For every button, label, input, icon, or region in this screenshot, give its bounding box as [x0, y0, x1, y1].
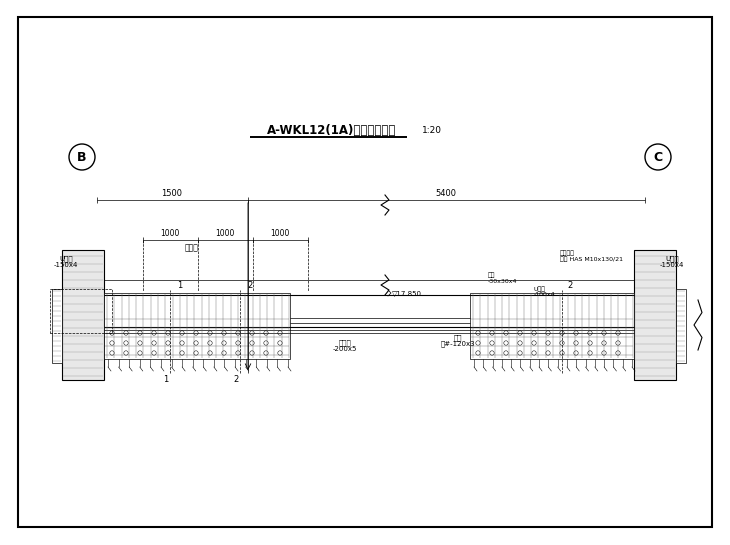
Text: 1000: 1000 — [215, 228, 234, 238]
Text: 1: 1 — [177, 281, 182, 289]
Text: 化学锚栓: 化学锚栓 — [560, 250, 575, 256]
Text: -150x4: -150x4 — [54, 262, 78, 268]
Text: 1: 1 — [164, 374, 169, 384]
Text: -150x4: -150x4 — [660, 262, 684, 268]
Text: -100x4: -100x4 — [534, 293, 556, 298]
Text: 加固板: 加固板 — [185, 244, 199, 252]
Text: 两#-120x3: 两#-120x3 — [441, 341, 475, 347]
Text: 5400: 5400 — [436, 189, 456, 197]
Bar — [104, 293, 290, 359]
Text: -30x30x4: -30x30x4 — [488, 278, 518, 283]
Bar — [470, 293, 634, 359]
Bar — [676, 289, 686, 363]
Text: -200x5: -200x5 — [333, 346, 357, 352]
Text: 1:20: 1:20 — [422, 125, 442, 135]
Bar — [634, 250, 676, 380]
Text: 钢板: 钢板 — [488, 272, 496, 278]
Text: C: C — [653, 150, 663, 164]
Text: 钢板: 钢板 — [454, 335, 462, 341]
Text: U形锚: U形锚 — [59, 256, 73, 262]
Text: 2: 2 — [234, 374, 239, 384]
Text: 1000: 1000 — [161, 228, 180, 238]
Bar — [62, 250, 104, 380]
Text: 螺栓 HAS M10x130/21: 螺栓 HAS M10x130/21 — [560, 256, 623, 262]
Text: U形锚: U形锚 — [665, 256, 679, 262]
Text: 2: 2 — [247, 281, 253, 289]
Bar — [50, 289, 112, 333]
Text: A-WKL12(1A)粘钢加固图一: A-WKL12(1A)粘钢加固图一 — [267, 124, 396, 136]
Text: 2: 2 — [567, 281, 572, 289]
Text: B: B — [77, 150, 87, 164]
Text: 加固板: 加固板 — [339, 340, 351, 346]
Text: ▽17.850: ▽17.850 — [392, 290, 422, 296]
Text: 1000: 1000 — [270, 228, 290, 238]
Bar — [52, 289, 62, 363]
Text: 1500: 1500 — [161, 189, 182, 197]
Text: U形锚: U形锚 — [534, 286, 546, 292]
